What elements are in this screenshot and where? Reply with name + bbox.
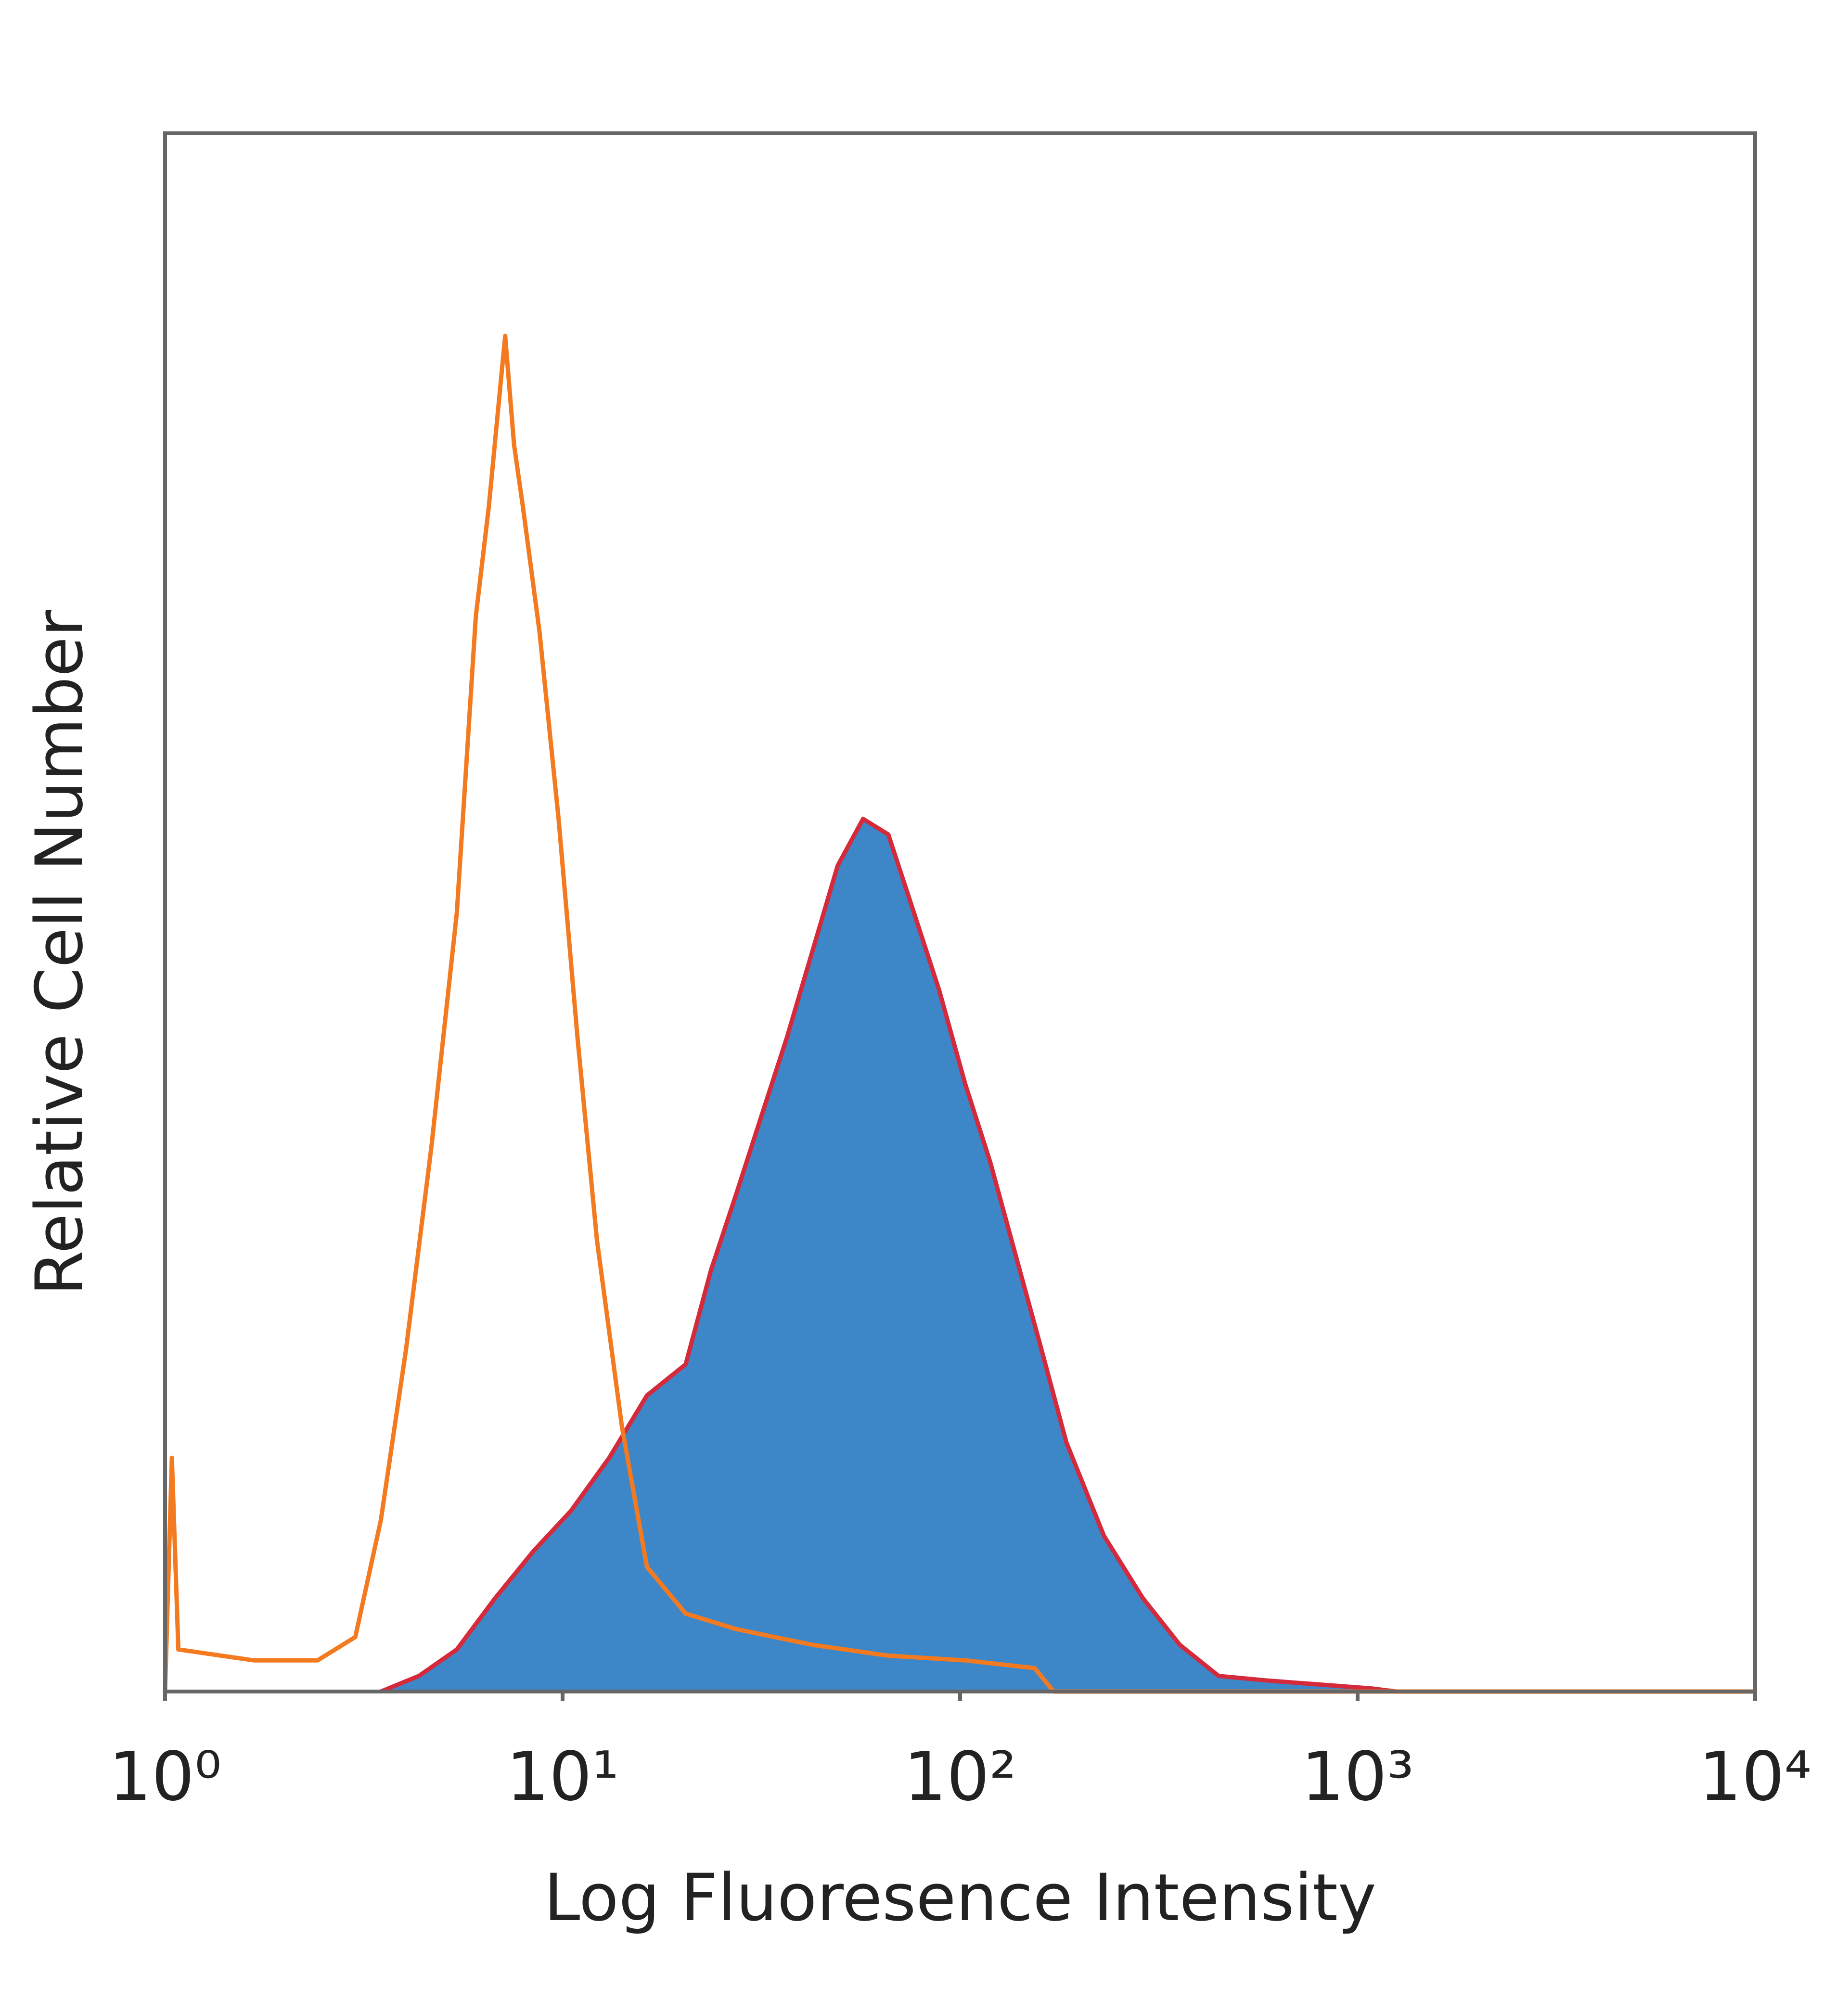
x-tick-label: 10⁰ [109, 1738, 221, 1816]
histogram-area [381, 819, 1397, 1692]
x-tick-label: 10² [904, 1738, 1016, 1816]
x-tick-label: 10³ [1301, 1738, 1414, 1816]
x-tick-label: 10⁴ [1699, 1738, 1811, 1816]
histogram-outline [163, 333, 1755, 1694]
x-axis-label: Log Fluoresence Intensity [544, 1860, 1376, 1936]
x-tick-label: 10¹ [506, 1738, 619, 1816]
histogram-outline [380, 817, 1397, 1694]
y-axis-label: Relative Cell Number [22, 610, 97, 1295]
